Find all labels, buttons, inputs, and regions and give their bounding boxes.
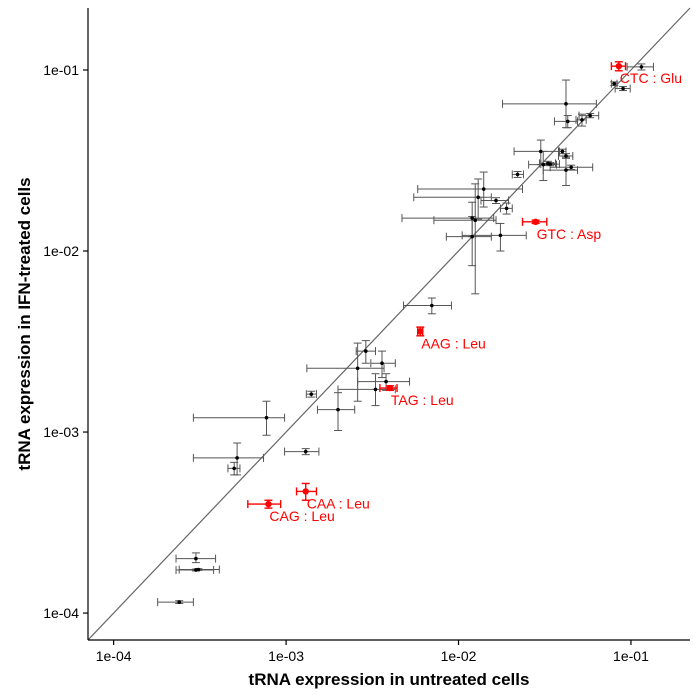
x-tick-label: 1e-01 <box>613 648 649 664</box>
data-point <box>538 149 543 154</box>
data-point <box>303 449 308 454</box>
point-label: CTC : Glu <box>620 70 682 86</box>
data-point <box>639 65 644 69</box>
error-bar <box>157 598 194 607</box>
data-point <box>177 600 182 604</box>
data-point <box>473 218 478 222</box>
x-axis-title: tRNA expression in untreated cells <box>249 670 530 689</box>
data-point <box>470 234 474 239</box>
y-tick-label: 1e-02 <box>43 243 79 259</box>
point-label: TAG : Leu <box>391 392 454 408</box>
data-point <box>470 216 474 220</box>
data-point <box>541 162 546 167</box>
data-point <box>612 81 617 86</box>
data-point <box>564 102 568 106</box>
data-point <box>564 168 568 172</box>
x-tick-label: 1e-04 <box>96 648 132 664</box>
error-bar <box>417 171 524 208</box>
data-point <box>194 556 198 561</box>
data-point <box>373 387 378 392</box>
error-bar <box>192 442 265 476</box>
x-tick-label: 1e-02 <box>441 648 477 664</box>
data-point <box>364 349 368 353</box>
point-label: GTC : Asp <box>537 226 602 242</box>
error-bar <box>542 156 579 187</box>
data-point <box>384 379 388 384</box>
y-axis-ticks: 1e-04 1e-03 1e-02 1e-01 <box>43 62 88 621</box>
data-point <box>588 113 592 118</box>
point-label: CAG : Leu <box>269 508 334 524</box>
error-bar-layer <box>157 61 654 607</box>
x-tick-label: 1e-03 <box>268 648 304 664</box>
error-bar <box>403 297 452 315</box>
highlight-point <box>615 62 622 70</box>
data-point <box>565 119 570 124</box>
highlight-point <box>417 328 424 335</box>
data-point <box>380 361 384 366</box>
data-point <box>481 187 486 191</box>
data-point <box>430 303 434 308</box>
identity-line <box>87 7 691 641</box>
error-bar <box>192 400 286 436</box>
y-tick-label: 1e-01 <box>43 62 79 78</box>
error-bar <box>247 499 282 509</box>
data-point <box>504 206 509 211</box>
data-point <box>309 392 314 396</box>
error-bar <box>306 342 385 402</box>
data-point <box>264 415 269 420</box>
highlight-point <box>386 384 394 392</box>
data-point <box>494 198 498 203</box>
data-point <box>548 162 552 166</box>
error-bar <box>413 178 492 220</box>
point-label: CAA : Leu <box>307 495 370 511</box>
data-point <box>564 154 568 158</box>
y-tick-label: 1e-04 <box>43 605 79 621</box>
data-point <box>498 233 503 238</box>
highlight-point <box>302 488 309 495</box>
x-axis-ticks: 1e-04 1e-03 1e-02 1e-01 <box>96 640 649 664</box>
data-point <box>235 456 239 460</box>
y-axis-title: tRNA expression in IFN-treated cells <box>15 177 34 470</box>
data-point <box>560 149 565 154</box>
axes: 1e-04 1e-03 1e-02 1e-01 1e-041e-031e-021e-0… <box>43 8 690 664</box>
reference-line-layer <box>87 7 691 641</box>
data-point <box>569 165 573 170</box>
y-tick-label: 1e-03 <box>43 424 79 440</box>
data-point <box>232 466 236 471</box>
data-point <box>621 86 625 91</box>
data-point <box>580 118 584 122</box>
data-point <box>336 407 340 412</box>
data-point <box>476 195 480 200</box>
point-layer <box>177 62 644 604</box>
error-bar <box>316 392 356 431</box>
highlight-point <box>532 218 539 226</box>
data-point <box>355 366 360 371</box>
highlight-point <box>265 500 272 508</box>
point-label: AAG : Leu <box>421 335 486 351</box>
data-point <box>196 567 201 572</box>
data-point <box>515 172 520 177</box>
error-bar <box>284 447 320 456</box>
